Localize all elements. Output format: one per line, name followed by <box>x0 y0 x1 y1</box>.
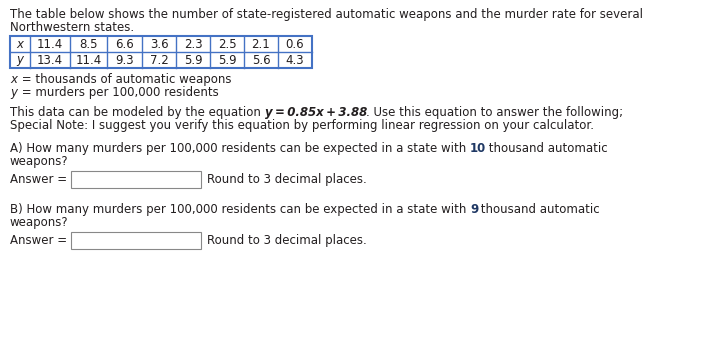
Text: Round to 3 decimal places.: Round to 3 decimal places. <box>207 173 367 186</box>
Text: The table below shows the number of state-registered automatic weapons and the m: The table below shows the number of stat… <box>10 8 643 21</box>
Text: y: y <box>16 53 23 66</box>
Text: y: y <box>10 86 17 99</box>
Text: weapons?: weapons? <box>10 216 68 229</box>
Text: 11.4: 11.4 <box>75 53 102 66</box>
Text: 2.5: 2.5 <box>218 38 236 51</box>
Text: 2.1: 2.1 <box>251 38 271 51</box>
Text: 10: 10 <box>470 142 486 155</box>
Text: 7.2: 7.2 <box>150 53 168 66</box>
Text: Answer =: Answer = <box>10 234 67 247</box>
Text: Special Note: I suggest you verify this equation by performing linear regression: Special Note: I suggest you verify this … <box>10 119 594 132</box>
Text: thousand automatic: thousand automatic <box>477 203 600 216</box>
Text: thousand automatic: thousand automatic <box>486 142 608 155</box>
Text: This data can be modeled by the equation: This data can be modeled by the equation <box>10 106 265 119</box>
Text: 5.9: 5.9 <box>184 53 202 66</box>
Text: 8.5: 8.5 <box>79 38 98 51</box>
Text: Northwestern states.: Northwestern states. <box>10 21 134 34</box>
Text: 5.9: 5.9 <box>218 53 236 66</box>
Text: = murders per 100,000 residents: = murders per 100,000 residents <box>18 86 219 99</box>
Text: = thousands of automatic weapons: = thousands of automatic weapons <box>18 73 231 86</box>
Text: B) How many murders per 100,000 residents can be expected in a state with: B) How many murders per 100,000 resident… <box>10 203 470 216</box>
Text: y = 0.85x + 3.88: y = 0.85x + 3.88 <box>265 106 367 119</box>
Text: . Use this equation to answer the following;: . Use this equation to answer the follow… <box>366 106 623 119</box>
Text: 0.6: 0.6 <box>286 38 304 51</box>
Text: 2.3: 2.3 <box>184 38 202 51</box>
Text: 9.3: 9.3 <box>115 53 134 66</box>
Text: weapons?: weapons? <box>10 155 68 168</box>
Text: 3.6: 3.6 <box>150 38 168 51</box>
Text: x: x <box>16 38 23 51</box>
Text: 11.4: 11.4 <box>37 38 63 51</box>
Text: 9: 9 <box>470 203 478 216</box>
Text: 4.3: 4.3 <box>286 53 304 66</box>
Text: 13.4: 13.4 <box>37 53 63 66</box>
Text: x: x <box>10 73 17 86</box>
Text: 6.6: 6.6 <box>115 38 134 51</box>
Text: Answer =: Answer = <box>10 173 67 186</box>
Text: Round to 3 decimal places.: Round to 3 decimal places. <box>207 234 367 247</box>
Text: 5.6: 5.6 <box>251 53 271 66</box>
Text: A) How many murders per 100,000 residents can be expected in a state with: A) How many murders per 100,000 resident… <box>10 142 470 155</box>
